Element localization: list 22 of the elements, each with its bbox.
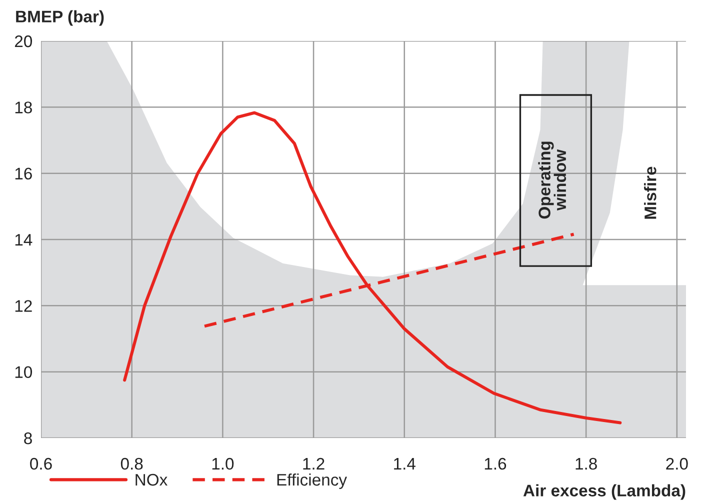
y-tick-label: 18 — [15, 102, 32, 114]
y-tick-label: 12 — [15, 300, 32, 312]
annotation: Operating window — [538, 142, 566, 219]
y-tick-label: 8 — [24, 432, 32, 444]
x-tick-label: 0.8 — [120, 458, 143, 470]
annotation: Misfire — [644, 166, 656, 219]
x-tick-label: 1.0 — [212, 458, 234, 470]
line-series — [123, 111, 622, 424]
x-tick-label: 1.8 — [576, 458, 597, 470]
y-tick-label: 10 — [15, 366, 32, 378]
y-tick-label: 14 — [15, 234, 32, 246]
x-tick-label: 1.6 — [484, 458, 506, 470]
x-tick-label: 0.6 — [30, 458, 52, 470]
x-axis-title: Air excess (Lambda) — [523, 484, 686, 500]
x-tick-label: 2.0 — [666, 458, 688, 470]
legend-label: Efficiency — [277, 473, 347, 489]
y-axis-title: BMEP (bar) — [16, 10, 104, 26]
y-tick-label: 16 — [15, 168, 32, 180]
x-tick-label: 1.4 — [394, 458, 416, 470]
x-tick-label: 1.2 — [303, 458, 324, 470]
y-tick-label: 20 — [14, 35, 32, 48]
legend-label: NOx — [136, 474, 168, 486]
